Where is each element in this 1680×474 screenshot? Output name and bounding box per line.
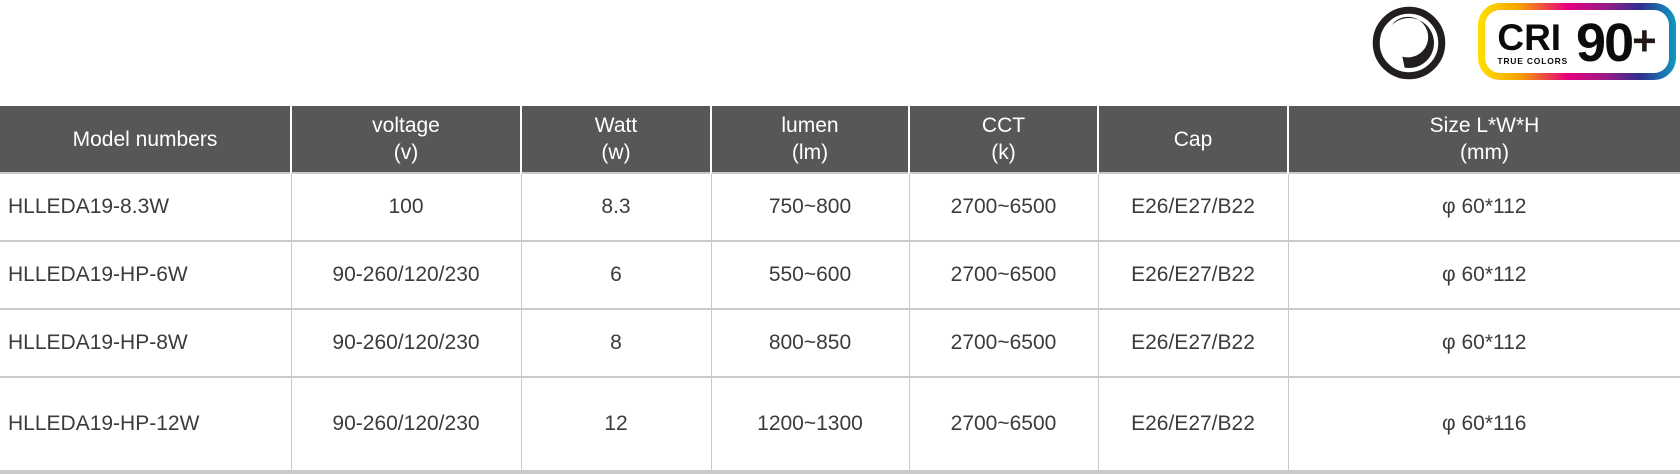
- cell-watt: 6: [520, 240, 711, 309]
- col-header-lumen: lumen (lm): [710, 106, 909, 173]
- cell-lumen: 750~800: [710, 172, 909, 241]
- cell-cct: 2700~6500: [908, 240, 1098, 309]
- cri-sublabel: TRUE COLORS: [1497, 55, 1569, 66]
- dimmable-knob-svg: [1372, 6, 1446, 80]
- cri-plus-sign: +: [1632, 16, 1657, 64]
- cell-model: HLLEDA19-HP-8W: [0, 308, 291, 377]
- cell-voltage: 100: [290, 172, 521, 241]
- cell-model: HLLEDA19-HP-6W: [0, 240, 291, 309]
- col-header-voltage: voltage (v): [290, 106, 521, 173]
- cell-watt: 8.3: [520, 172, 711, 241]
- cell-cap: E26/E27/B22: [1097, 308, 1288, 377]
- cell-cap: E26/E27/B22: [1097, 240, 1288, 309]
- cell-cap: E26/E27/B22: [1097, 172, 1288, 241]
- cell-cct: 2700~6500: [908, 376, 1098, 474]
- cell-cct: 2700~6500: [908, 308, 1098, 377]
- cell-model: HLLEDA19-8.3W: [0, 172, 291, 241]
- cell-watt: 12: [520, 376, 711, 474]
- cell-model: HLLEDA19-HP-12W: [0, 376, 291, 474]
- col-header-cct: CCT (k): [908, 106, 1098, 173]
- cell-voltage: 90-260/120/230: [290, 376, 521, 474]
- header-badges: CRI TRUE COLORS 90+: [0, 0, 1680, 100]
- cell-lumen: 550~600: [710, 240, 909, 309]
- cri-badge: CRI TRUE COLORS 90+: [1478, 3, 1676, 80]
- table-row-2: HLLEDA19-HP-6W 90-260/120/230 6 550~600 2700…: [0, 240, 1680, 309]
- col-header-watt: Watt (w): [520, 106, 711, 173]
- cri-label: CRI: [1497, 16, 1562, 58]
- col-header-cap: Cap: [1097, 106, 1288, 173]
- table-row-4: HLLEDA19-HP-12W 90-260/120/230 12 1200~1300…: [0, 376, 1680, 474]
- cell-cap: E26/E27/B22: [1097, 376, 1288, 474]
- cell-size: φ 60*112: [1287, 308, 1680, 377]
- table-row-1: HLLEDA19-8.3W 100 8.3 750~800 2700~6500 E26/E…: [0, 172, 1680, 241]
- cell-voltage: 90-260/120/230: [290, 240, 521, 309]
- cell-lumen: 800~850: [710, 308, 909, 377]
- table-row-3: HLLEDA19-HP-8W 90-260/120/230 8 800~850 2700…: [0, 308, 1680, 377]
- dimmable-knob-icon: [1368, 4, 1450, 82]
- cri-badge-inner: CRI TRUE COLORS 90+: [1485, 10, 1669, 73]
- specification-table: Model numbers voltage (v) Watt (w) lumen (lm) C…: [0, 106, 1680, 474]
- cri-value: 90+: [1576, 12, 1657, 73]
- col-header-model: Model numbers: [0, 106, 291, 173]
- table-header-row: Model numbers voltage (v) Watt (w) lumen (lm) C…: [0, 106, 1680, 173]
- cri-text-block: CRI TRUE COLORS: [1497, 16, 1569, 66]
- cell-size: φ 60*112: [1287, 172, 1680, 241]
- cell-size: φ 60*112: [1287, 240, 1680, 309]
- cell-lumen: 1200~1300: [710, 376, 909, 474]
- col-header-size: Size L*W*H (mm): [1287, 106, 1680, 173]
- cell-size: φ 60*116: [1287, 376, 1680, 474]
- cell-watt: 8: [520, 308, 711, 377]
- cell-voltage: 90-260/120/230: [290, 308, 521, 377]
- cell-cct: 2700~6500: [908, 172, 1098, 241]
